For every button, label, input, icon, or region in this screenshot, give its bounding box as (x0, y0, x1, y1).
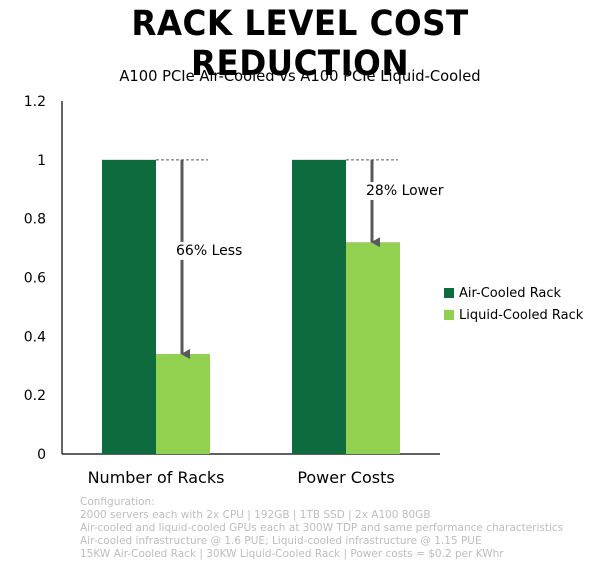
x-category-label: Power Costs (297, 468, 394, 487)
x-category-label: Number of Racks (88, 468, 225, 487)
footnote-line: 15KW Air-Cooled Rack | 30KW Liquid-Coole… (80, 548, 504, 560)
legend-label-liquid: Liquid-Cooled Rack (459, 307, 584, 323)
footnote-line: Configuration: (80, 496, 155, 508)
y-tick-label: 0 (37, 447, 46, 463)
annotation-label: 28% Lower (366, 183, 444, 199)
annotation-label: 66% Less (176, 243, 242, 259)
annotation-label-bg (174, 241, 245, 260)
bar-liquid-1 (346, 242, 400, 454)
footnote-line: Air-cooled and liquid-cooled GPUs each a… (80, 522, 564, 534)
bar-air-0 (102, 159, 156, 455)
bar-air-1 (292, 159, 346, 455)
chart-title: A100 PCIe Air-Cooled vs A100 PCIe Liquid… (119, 67, 481, 85)
legend-swatch-air (444, 288, 454, 298)
y-tick-label: 1.2 (24, 94, 46, 110)
legend-item-air: Air-Cooled Rack (444, 282, 583, 304)
configuration-footnote: Configuration: 2000 servers each with 2x… (80, 496, 595, 561)
legend-swatch-liquid (444, 310, 454, 320)
bar-liquid-0 (156, 353, 210, 454)
bar-chart: 0 0.2 0.4 0.6 0.8 1 1.2 Number of Racks Power Co… (24, 94, 446, 487)
y-tick-label: 0.2 (24, 388, 46, 404)
y-tick-label: 0.8 (24, 212, 46, 228)
annotation-label-bg (364, 182, 446, 201)
legend: Air-Cooled Rack Liquid-Cooled Rack (444, 282, 583, 326)
y-tick-label: 0.6 (24, 271, 46, 287)
page-title: RACK LEVEL COST REDUCTION (131, 4, 469, 84)
y-tick-label: 1 (37, 153, 46, 169)
footnote-line: Air-cooled infrastructure @ 1.6 PUE; Liq… (80, 535, 482, 547)
legend-label-air: Air-Cooled Rack (459, 285, 562, 301)
footnote-line: 2000 servers each with 2x CPU | 192GB | … (80, 509, 431, 521)
y-tick-label: 0.4 (24, 329, 46, 345)
legend-item-liquid: Liquid-Cooled Rack (444, 304, 583, 326)
